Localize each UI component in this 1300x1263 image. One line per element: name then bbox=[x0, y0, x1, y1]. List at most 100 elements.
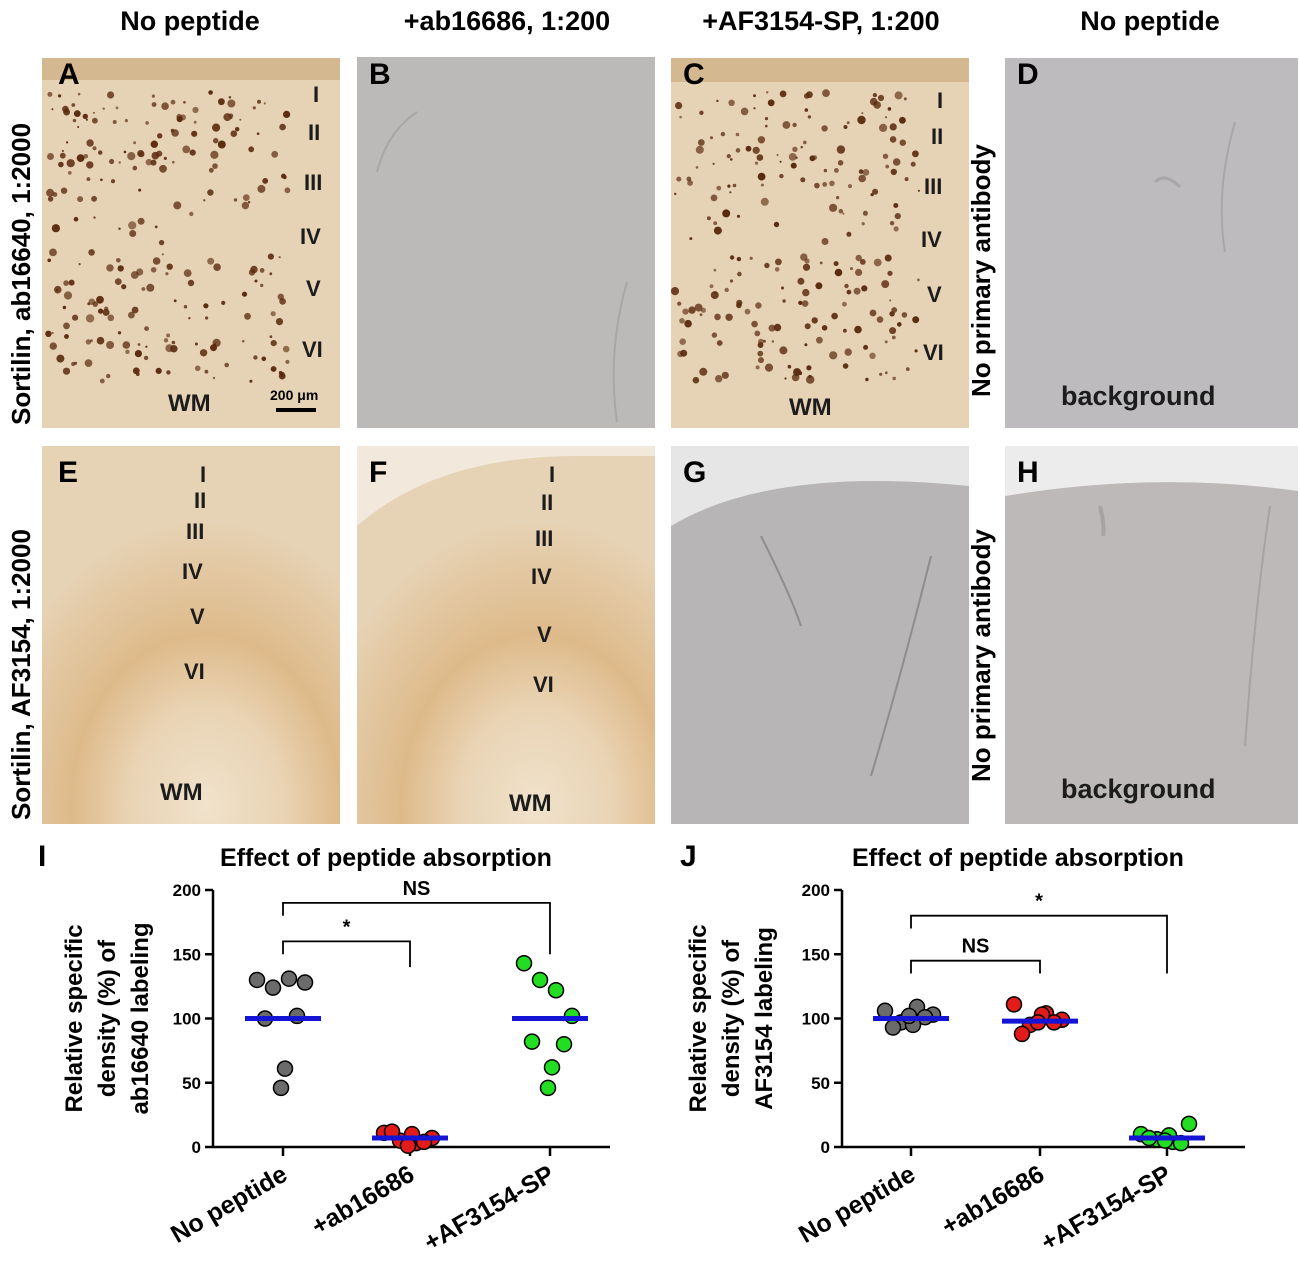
dab-granule bbox=[158, 239, 165, 246]
dab-granule bbox=[165, 272, 169, 276]
dab-granule bbox=[725, 313, 733, 321]
dab-granule bbox=[735, 148, 741, 153]
significance-bracket bbox=[910, 914, 1168, 974]
dab-granule bbox=[893, 203, 899, 208]
background-label: background bbox=[1061, 774, 1216, 804]
dab-granule bbox=[51, 108, 54, 111]
dab-granule bbox=[151, 151, 160, 160]
dab-granule bbox=[879, 123, 888, 132]
data-point bbox=[531, 971, 549, 989]
data-point bbox=[543, 1059, 561, 1076]
data-point bbox=[555, 1035, 573, 1053]
significance-label: NS bbox=[962, 936, 990, 958]
dab-granule bbox=[884, 340, 888, 344]
dab-granule bbox=[133, 141, 137, 145]
dab-granule bbox=[207, 257, 215, 265]
dab-granule bbox=[152, 257, 161, 265]
dab-granule bbox=[754, 330, 761, 337]
dab-granule bbox=[850, 267, 853, 271]
dab-granule bbox=[758, 338, 764, 345]
dab-granule bbox=[855, 254, 862, 262]
dab-granule bbox=[706, 216, 711, 221]
dab-granule bbox=[228, 113, 234, 118]
micrograph-panel-b: B bbox=[357, 52, 655, 428]
dab-granule bbox=[710, 291, 719, 300]
dab-granule bbox=[795, 156, 798, 159]
y-tick-label: 100 bbox=[802, 1010, 830, 1029]
dab-granule bbox=[46, 188, 55, 197]
dab-granule bbox=[729, 191, 732, 194]
dab-granule bbox=[764, 262, 770, 269]
dab-granule bbox=[687, 180, 693, 186]
dab-granule bbox=[877, 94, 885, 102]
scale-bar bbox=[276, 408, 316, 412]
y-tick-label: 0 bbox=[821, 1138, 830, 1157]
dab-granule bbox=[823, 168, 828, 173]
layer-label: IV bbox=[531, 564, 552, 589]
dab-granule bbox=[102, 308, 110, 316]
data-point bbox=[523, 1033, 541, 1050]
dab-granule bbox=[118, 161, 121, 164]
dab-granule bbox=[248, 269, 256, 276]
dab-granule bbox=[807, 115, 812, 119]
dab-granule bbox=[183, 305, 188, 309]
dab-granule bbox=[67, 171, 72, 175]
dab-granule bbox=[821, 325, 828, 331]
dab-granule bbox=[47, 91, 53, 97]
dab-granule bbox=[182, 145, 191, 154]
dab-granule bbox=[710, 136, 713, 140]
white-matter-label: WM bbox=[160, 779, 203, 806]
dab-granule bbox=[213, 138, 219, 144]
dab-granule bbox=[889, 311, 895, 317]
dab-granule bbox=[161, 102, 169, 110]
layer-label: VI bbox=[302, 337, 323, 362]
dab-granule bbox=[199, 349, 208, 357]
dab-granule bbox=[800, 253, 808, 261]
layer-label: I bbox=[313, 82, 320, 107]
dab-granule bbox=[230, 130, 238, 137]
dab-granule bbox=[128, 221, 137, 230]
dab-granule bbox=[903, 97, 907, 101]
dab-granule bbox=[141, 287, 146, 291]
dab-granule bbox=[163, 156, 167, 160]
micrograph-panel-a: A I II III IV V VI WM 200 μm bbox=[42, 52, 340, 428]
dab-granule bbox=[862, 210, 868, 216]
dab-granule bbox=[737, 271, 742, 277]
dab-granule bbox=[270, 366, 277, 372]
dab-granule bbox=[138, 188, 142, 192]
dab-granule bbox=[93, 216, 96, 219]
dab-granule bbox=[910, 161, 916, 167]
dab-granule bbox=[758, 357, 764, 364]
dab-granule bbox=[166, 263, 173, 270]
dab-granule bbox=[917, 278, 920, 282]
dab-granule bbox=[876, 316, 884, 323]
dab-granule bbox=[801, 300, 809, 307]
dab-granule bbox=[110, 179, 116, 184]
dab-granule bbox=[279, 298, 286, 305]
dab-granule bbox=[800, 177, 806, 183]
dab-granule bbox=[51, 224, 60, 233]
dab-granule bbox=[247, 201, 251, 204]
y-tick-label: 50 bbox=[182, 1074, 201, 1093]
dab-granule bbox=[843, 125, 848, 129]
dab-granule bbox=[137, 217, 145, 225]
dab-granule bbox=[861, 222, 865, 226]
dab-granule bbox=[86, 139, 94, 147]
dab-granule bbox=[834, 168, 839, 173]
dab-granule bbox=[187, 279, 195, 287]
dab-granule bbox=[212, 338, 221, 347]
dab-granule bbox=[208, 167, 214, 173]
white-matter-label: WM bbox=[509, 790, 552, 817]
dab-granule bbox=[764, 117, 769, 121]
dab-granule bbox=[183, 269, 192, 277]
dab-granule bbox=[212, 376, 216, 380]
dab-granule bbox=[724, 287, 729, 293]
chart-i: 0 50 100 150 200 Relative specific density (%)… bbox=[61, 878, 610, 1257]
dab-granule bbox=[92, 117, 98, 124]
dab-granule bbox=[811, 317, 818, 324]
dab-granule bbox=[137, 150, 145, 157]
dab-granule bbox=[275, 318, 284, 326]
dab-granule bbox=[88, 249, 95, 256]
dab-granule bbox=[753, 94, 756, 98]
dab-granule bbox=[699, 313, 703, 317]
